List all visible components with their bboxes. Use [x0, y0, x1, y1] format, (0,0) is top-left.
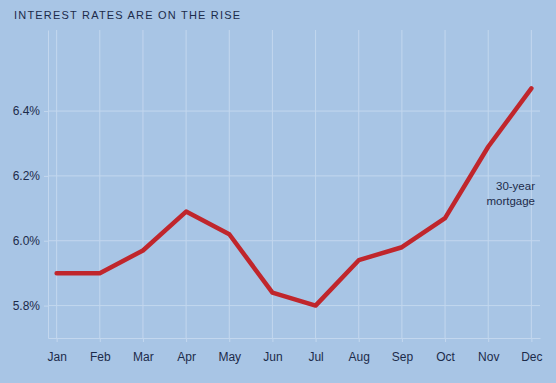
annotation: 30-yearmortgage [486, 180, 535, 207]
grid-line [48, 111, 540, 112]
tick-label: Jun [263, 350, 282, 364]
tick-label: Dec [521, 350, 542, 364]
grid-line [142, 30, 143, 338]
tick-mark [44, 306, 48, 307]
tick: Apr [177, 338, 196, 364]
tick-mark [57, 338, 58, 342]
x-grid [57, 30, 532, 338]
tick: May [218, 338, 241, 364]
tick-mark [186, 338, 187, 342]
tick: Feb [90, 338, 111, 364]
axis-line [48, 31, 49, 339]
tick-label: Nov [478, 350, 499, 364]
tick-label: 5.8% [13, 299, 41, 313]
chart: 5.8% 6.0% 6.2% 6.4% Jan Feb Mar Apr May Jun Jul Aug… [0, 0, 556, 383]
tick-mark [44, 241, 48, 242]
tick: Aug [349, 338, 370, 364]
tick-label: Apr [177, 350, 196, 364]
tick-label: Feb [90, 350, 111, 364]
tick-mark [316, 338, 317, 342]
plot-area [57, 88, 532, 305]
tick-label: 6.2% [13, 169, 41, 183]
tick-mark [531, 338, 532, 342]
tick: Mar [133, 338, 154, 364]
grid-line [48, 175, 540, 176]
tick-label: Jan [47, 350, 66, 364]
tick-label: Sep [392, 350, 414, 364]
tick-label: May [218, 350, 241, 364]
grid-line [56, 30, 57, 338]
grid-line [229, 30, 230, 338]
tick: Jan [47, 338, 66, 364]
grid-line [48, 305, 540, 306]
tick-mark [445, 338, 446, 342]
tick: Oct [436, 338, 455, 364]
grid-line [488, 30, 489, 338]
grid-line [186, 30, 187, 338]
tick-mark [143, 338, 144, 342]
grid-line [99, 30, 100, 338]
tick-label: Aug [349, 350, 370, 364]
tick: 6.4% [13, 104, 48, 118]
grid-line [315, 30, 316, 338]
axis-line [49, 338, 541, 339]
tick: Jul [308, 338, 323, 364]
grid-line [358, 30, 359, 338]
tick: Jun [263, 338, 282, 364]
x-axis: Jan Feb Mar Apr May Jun Jul Aug Sep Oct Nov Dec [47, 338, 542, 364]
tick-label: 6.4% [13, 104, 41, 118]
y-grid [48, 111, 540, 306]
tick: Sep [392, 338, 414, 364]
tick-mark [100, 338, 101, 342]
grid-line [401, 30, 402, 338]
tick-mark [229, 338, 230, 342]
tick: Dec [521, 338, 542, 364]
tick-mark [272, 338, 273, 342]
tick-mark [488, 338, 489, 342]
tick-mark [402, 338, 403, 342]
tick: Nov [478, 338, 499, 364]
tick-mark [44, 176, 48, 177]
tick: 6.0% [13, 234, 48, 248]
tick: 5.8% [13, 299, 48, 313]
tick-mark [44, 111, 48, 112]
tick: 6.2% [13, 169, 48, 183]
grid-line [445, 30, 446, 338]
tick-label: Oct [436, 350, 455, 364]
background [0, 0, 556, 383]
grid-line [48, 240, 540, 241]
title: INTEREST RATES ARE ON THE RISE [14, 9, 241, 21]
y-axis: 5.8% 6.0% 6.2% 6.4% [13, 31, 49, 339]
tick-label: 6.0% [13, 234, 41, 248]
tick-label: Jul [308, 350, 323, 364]
line [57, 88, 532, 305]
tick-label: Mar [133, 350, 154, 364]
tick-mark [359, 338, 360, 342]
